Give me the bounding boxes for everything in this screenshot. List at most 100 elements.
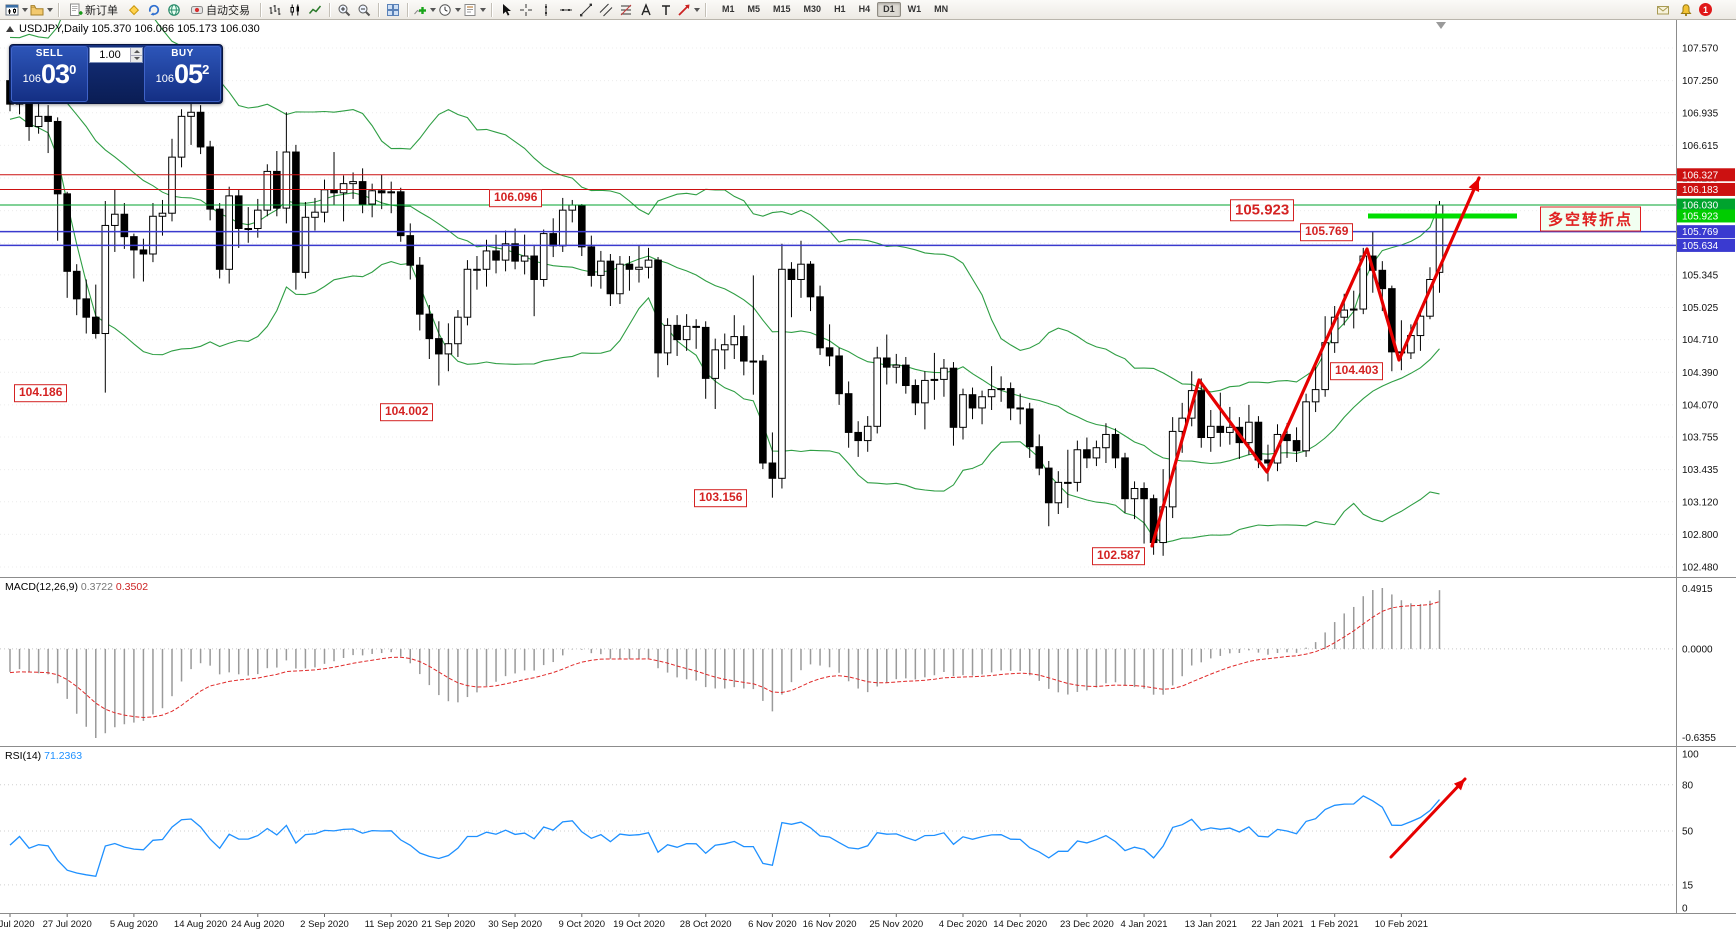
bollinger-bands bbox=[9, 20, 1441, 544]
svg-text:0.0000: 0.0000 bbox=[1682, 644, 1713, 655]
zoom-out-button[interactable] bbox=[354, 1, 374, 19]
svg-text:-0.6355: -0.6355 bbox=[1682, 733, 1716, 744]
line-chart-icon bbox=[308, 5, 322, 14]
autotrading-button[interactable]: 自动交易 bbox=[184, 1, 256, 19]
bar-chart-mode-button[interactable] bbox=[265, 1, 285, 19]
text-tool-button[interactable] bbox=[636, 1, 656, 19]
svg-text:16 Nov 2020: 16 Nov 2020 bbox=[803, 919, 857, 930]
svg-text:5 Aug 2020: 5 Aug 2020 bbox=[110, 919, 158, 930]
templates-button[interactable] bbox=[462, 1, 487, 19]
refresh-button[interactable] bbox=[144, 1, 164, 19]
indicators-button[interactable] bbox=[412, 1, 437, 19]
timeframe-button-M15[interactable]: M15 bbox=[773, 4, 791, 14]
trendline-tool-button[interactable] bbox=[576, 1, 596, 19]
equidistant-channel-icon bbox=[599, 3, 613, 16]
volume-down-button[interactable] bbox=[131, 54, 142, 62]
sell-button[interactable]: SELL 106 03 0 bbox=[11, 46, 88, 102]
trendline-icon bbox=[580, 3, 592, 16]
volume-up-button[interactable] bbox=[131, 48, 142, 55]
text-icon bbox=[641, 2, 651, 15]
arrow-object-icon bbox=[678, 4, 690, 16]
zoom-in-button[interactable] bbox=[334, 1, 354, 19]
timeframe-toolbar: M1 M5 M15 M30 H1 H4 D1 W1 MN bbox=[716, 2, 954, 17]
dropdown-caret-icon bbox=[694, 8, 700, 15]
indicators-icon bbox=[414, 6, 426, 14]
svg-text:30 Sep 2020: 30 Sep 2020 bbox=[488, 919, 542, 930]
timeframe-button-M1[interactable]: M1 bbox=[722, 4, 735, 14]
new-order-button[interactable]: 新订单 bbox=[63, 1, 124, 19]
svg-text:104.390: 104.390 bbox=[1682, 368, 1719, 379]
svg-text:105.634: 105.634 bbox=[1682, 241, 1719, 252]
rsi-line bbox=[9, 795, 1440, 878]
channel-tool-button[interactable] bbox=[596, 1, 616, 19]
volume-spinner bbox=[130, 48, 142, 62]
svg-text:107.570: 107.570 bbox=[1682, 44, 1719, 55]
notification-badge[interactable]: 1 bbox=[1699, 3, 1712, 16]
svg-text:21 Sep 2020: 21 Sep 2020 bbox=[421, 919, 475, 930]
toolbar-right-cluster: 1 bbox=[1653, 1, 1712, 19]
vertical-line-tool-button[interactable] bbox=[536, 1, 556, 19]
autotrading-icon bbox=[191, 5, 203, 14]
buy-button[interactable]: BUY 106 05 2 bbox=[144, 46, 221, 102]
macd-panel-separator[interactable] bbox=[0, 575, 1736, 580]
time-scale: 17 Jul 2020 27 Jul 2020 5 Aug 2020 14 Aug 2… bbox=[0, 914, 1428, 930]
svg-text:102.480: 102.480 bbox=[1682, 563, 1719, 574]
svg-text:106.327: 106.327 bbox=[1682, 170, 1719, 181]
new-chart-button[interactable] bbox=[4, 1, 29, 19]
candlestick-chart-icon bbox=[290, 4, 299, 15]
timeframe-button-H4[interactable]: H4 bbox=[858, 4, 871, 14]
macd-signal-line bbox=[9, 601, 1440, 719]
timeframe-button-M30[interactable]: M30 bbox=[803, 4, 822, 14]
price-tag bbox=[1677, 225, 1735, 239]
dropdown-caret-icon bbox=[22, 8, 28, 15]
line-chart-mode-button[interactable] bbox=[305, 1, 325, 19]
crosshair-icon bbox=[520, 3, 532, 16]
svg-text:1 Feb 2021: 1 Feb 2021 bbox=[1311, 919, 1359, 930]
timeframe-button-W1[interactable]: W1 bbox=[907, 4, 922, 14]
dropdown-caret-icon bbox=[47, 8, 53, 15]
dropdown-caret-icon bbox=[430, 8, 436, 15]
cursor-tool-button[interactable] bbox=[496, 1, 516, 19]
svg-text:6 Nov 2020: 6 Nov 2020 bbox=[748, 919, 797, 930]
main-toolbar: 新订单 自动交易 bbox=[0, 0, 1736, 20]
svg-text:28 Oct 2020: 28 Oct 2020 bbox=[680, 919, 732, 930]
tile-windows-button[interactable] bbox=[383, 1, 403, 19]
price-scale: 107.570107.250106.935106.615106.295105.9… bbox=[1677, 44, 1735, 915]
volume-input[interactable]: 1.00 bbox=[89, 47, 143, 63]
svg-text:27 Jul 2020: 27 Jul 2020 bbox=[43, 919, 92, 930]
oct-collapse-icon[interactable] bbox=[6, 26, 14, 32]
ask-price: 106 05 2 bbox=[155, 59, 210, 89]
market-watch-button[interactable] bbox=[164, 1, 184, 19]
alerts-button[interactable] bbox=[1676, 1, 1696, 19]
periods-button[interactable] bbox=[437, 1, 462, 19]
fibonacci-tool-button[interactable] bbox=[616, 1, 636, 19]
svg-text:104.070: 104.070 bbox=[1682, 400, 1719, 411]
profiles-button[interactable] bbox=[29, 1, 54, 19]
crosshair-tool-button[interactable] bbox=[516, 1, 536, 19]
svg-text:23 Dec 2020: 23 Dec 2020 bbox=[1060, 919, 1114, 930]
new-chart-icon bbox=[5, 4, 19, 15]
horizontal-line-tool-button[interactable] bbox=[556, 1, 576, 19]
new-order-label: 新订单 bbox=[85, 4, 118, 17]
vertical-line-icon bbox=[545, 3, 547, 16]
svg-text:104.710: 104.710 bbox=[1682, 335, 1719, 346]
svg-text:14 Dec 2020: 14 Dec 2020 bbox=[993, 919, 1047, 930]
rsi-panel-separator[interactable] bbox=[0, 744, 1736, 749]
candlestick-mode-button[interactable] bbox=[285, 1, 305, 19]
timeframe-button-M5[interactable]: M5 bbox=[747, 4, 761, 14]
timeframe-button-D1[interactable]: D1 bbox=[877, 2, 901, 17]
svg-text:103.755: 103.755 bbox=[1682, 433, 1719, 444]
timeframe-button-H1[interactable]: H1 bbox=[834, 4, 846, 14]
metaeditor-button[interactable] bbox=[124, 1, 144, 19]
label-icon bbox=[662, 4, 670, 15]
price-tag bbox=[1677, 198, 1735, 212]
svg-text:106.935: 106.935 bbox=[1682, 108, 1719, 119]
svg-text:9 Oct 2020: 9 Oct 2020 bbox=[559, 919, 605, 930]
arrows-tool-button[interactable] bbox=[676, 1, 701, 19]
timeframe-button-MN[interactable]: MN bbox=[934, 4, 949, 14]
toolbar-separator bbox=[58, 2, 59, 17]
mailbox-button[interactable] bbox=[1653, 1, 1673, 19]
svg-text:102.800: 102.800 bbox=[1682, 530, 1719, 541]
text-label-tool-button[interactable] bbox=[656, 1, 676, 19]
